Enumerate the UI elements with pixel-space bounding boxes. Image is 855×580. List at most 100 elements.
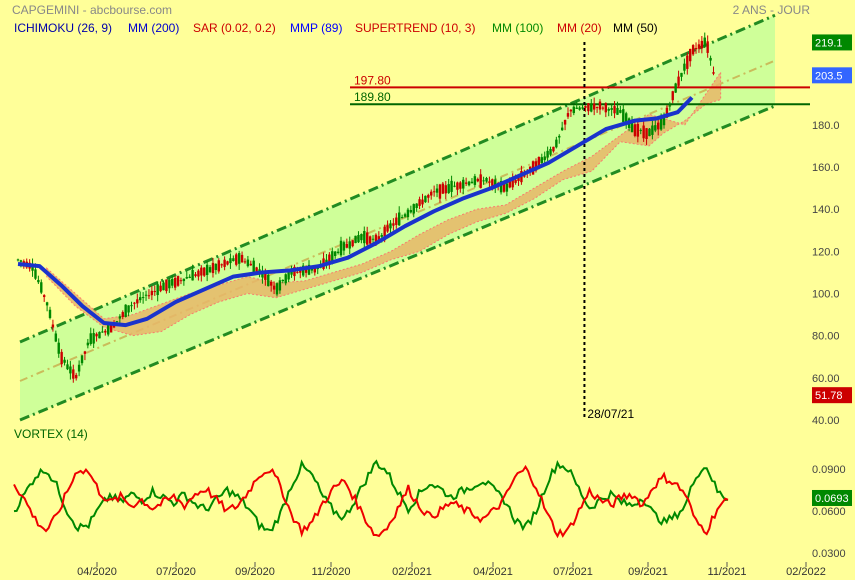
candle-body: [301, 265, 305, 276]
candle-body: [72, 369, 75, 379]
candle-body: [267, 274, 270, 287]
candle-body: [118, 316, 122, 319]
candle-body: [159, 285, 162, 292]
candle-body: [543, 156, 546, 161]
price-tick-label: 120.0: [812, 246, 840, 258]
x-tick-label: 04/2020: [77, 566, 117, 578]
vortex-badge-label: 0.0693: [815, 493, 849, 505]
candle-body: [75, 374, 78, 379]
candle-body: [299, 269, 302, 273]
candle-body: [246, 259, 250, 267]
legend-item: MM (100): [492, 21, 543, 35]
legend-item: ICHIMOKU (26, 9): [14, 21, 112, 35]
vortex-badge: [812, 489, 852, 506]
candle-body: [415, 203, 418, 208]
candle-body: [479, 174, 482, 189]
x-tick-label: 11/2020: [312, 566, 351, 578]
x-tick-label: 02/2021: [392, 566, 432, 578]
candle-body: [269, 281, 273, 286]
candle-body: [144, 294, 148, 296]
candle-body: [54, 333, 58, 342]
candle-body: [633, 124, 637, 136]
level-label: 189.80: [354, 90, 391, 104]
candle-body: [409, 210, 413, 213]
candle-body: [371, 238, 375, 240]
candle-body: [220, 264, 223, 266]
candle-body: [566, 113, 570, 117]
candle-body: [136, 299, 139, 304]
candle-body: [101, 331, 104, 333]
candle-body: [336, 251, 340, 254]
candle-body: [179, 280, 183, 282]
candle-body: [205, 264, 209, 276]
candle-body: [709, 57, 712, 61]
candle-body: [590, 103, 593, 112]
candle-body: [575, 107, 578, 109]
candle-body: [546, 150, 549, 158]
candle-body: [706, 41, 709, 53]
candle-body: [680, 72, 683, 77]
candle-body: [659, 118, 663, 130]
candle-body: [296, 271, 299, 273]
candle-body: [499, 180, 503, 193]
candle-body: [476, 178, 479, 182]
event-label: 28/07/21: [587, 407, 634, 421]
price-tick-label: 60.00: [812, 373, 840, 385]
candle-body: [342, 242, 346, 251]
candle-body: [203, 267, 206, 276]
legend-item: MM (50): [613, 21, 658, 35]
candle-body: [249, 263, 252, 266]
candle-body: [51, 324, 55, 328]
candle-body: [482, 180, 485, 182]
candle-body: [95, 333, 98, 337]
candle-body: [654, 125, 657, 131]
candle-body: [351, 240, 354, 247]
candle-body: [418, 199, 421, 206]
candle-body: [392, 223, 395, 226]
candle-body: [191, 270, 194, 281]
candle-body: [610, 108, 613, 110]
candle-body: [491, 179, 494, 186]
price-badge: [812, 67, 852, 84]
candle-body: [540, 157, 543, 163]
channel-lower-line: [19, 104, 776, 422]
candle-body: [488, 181, 491, 183]
candle-body: [185, 277, 188, 279]
candle-body: [310, 268, 314, 271]
candle-body: [421, 199, 424, 205]
candle-body: [366, 232, 369, 245]
candle-body: [92, 333, 95, 344]
x-tick-label: 02/2022: [786, 566, 826, 578]
candle-body: [473, 176, 477, 185]
candle-body: [333, 251, 337, 257]
candle-body: [464, 182, 468, 184]
candle-body: [441, 183, 445, 194]
candle-body: [712, 72, 715, 74]
channel-upper-line: [19, 13, 776, 344]
candle-body: [444, 185, 447, 194]
candle-body: [19, 260, 23, 262]
vortex-panel: VORTEX (14) 0.0900 0.0600 0.0300 0.0693: [13, 427, 852, 560]
candle-body: [689, 48, 692, 62]
price-tick-label: 180.0: [812, 120, 840, 132]
candle-body: [331, 251, 334, 261]
candle-body: [642, 125, 645, 139]
candle-body: [130, 305, 133, 307]
candle-body: [200, 267, 203, 276]
candle-body: [243, 261, 247, 263]
candle-body: [313, 266, 317, 273]
candle-body: [432, 191, 436, 193]
candle-body: [694, 47, 698, 50]
candle-body: [578, 107, 581, 110]
candle-body: [386, 225, 389, 232]
candle-body: [368, 236, 372, 244]
candle-body: [124, 304, 127, 318]
price-badge-label: 51.78: [815, 390, 843, 402]
candle-body: [217, 260, 220, 272]
x-tick-label: 09/2021: [628, 566, 668, 578]
candle-body: [572, 106, 576, 114]
candle-body: [60, 351, 63, 365]
candle-body: [601, 107, 605, 109]
legend-item: SUPERTREND (10, 3): [355, 21, 475, 35]
candle-body: [31, 264, 34, 271]
